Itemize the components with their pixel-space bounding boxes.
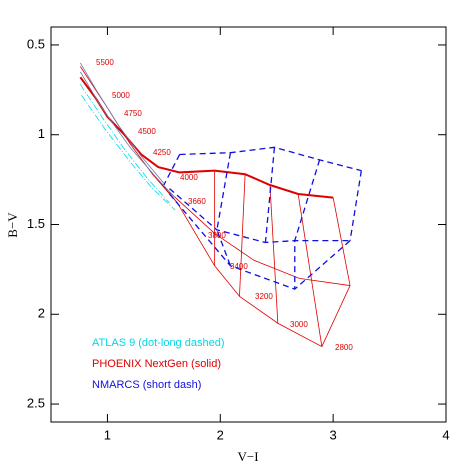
temperature-label: 3660 bbox=[188, 197, 206, 206]
model-line bbox=[264, 147, 276, 243]
model-line bbox=[80, 84, 170, 204]
temperature-label: 3000 bbox=[290, 320, 308, 329]
y-tick-label: 2.5 bbox=[27, 395, 45, 410]
model-line bbox=[294, 159, 321, 290]
model-line bbox=[216, 152, 232, 267]
temperature-label: 4000 bbox=[180, 173, 198, 182]
legend-entry: ATLAS 9 (dot-long dashed) bbox=[92, 337, 224, 349]
temperature-label: 5500 bbox=[96, 58, 114, 67]
model-line bbox=[169, 193, 351, 290]
x-tick-label: 4 bbox=[442, 427, 449, 442]
model-line bbox=[169, 188, 351, 244]
temperature-label: 4750 bbox=[124, 109, 142, 118]
legend-entry: PHOENIX NextGen (solid) bbox=[92, 358, 221, 370]
y-tick-label: 0.5 bbox=[27, 36, 45, 51]
model-line bbox=[79, 62, 165, 184]
y-axis-label: B−V bbox=[5, 212, 20, 238]
temperature-label: 3800 bbox=[208, 231, 226, 240]
model-line bbox=[297, 193, 323, 347]
temperature-label: 5000 bbox=[112, 91, 130, 100]
model-line bbox=[349, 170, 362, 241]
temperature-label: 3400 bbox=[230, 262, 248, 271]
x-tick-label: 2 bbox=[217, 427, 224, 442]
temperature-label: 2800 bbox=[335, 343, 353, 352]
y-tick-label: 2 bbox=[38, 306, 45, 321]
model-line bbox=[157, 179, 351, 348]
y-tick-label: 1.5 bbox=[27, 216, 45, 231]
model-line bbox=[163, 154, 181, 186]
x-tick-label: 3 bbox=[330, 427, 337, 442]
model-line bbox=[79, 71, 176, 198]
x-tick-label: 1 bbox=[104, 427, 111, 442]
model-line bbox=[239, 174, 246, 297]
model-line bbox=[269, 184, 279, 324]
model-line bbox=[81, 94, 176, 211]
legend-entry: NMARCS (short dash) bbox=[92, 379, 201, 391]
y-tick-label: 1 bbox=[38, 126, 45, 141]
x-axis-label: V−I bbox=[237, 449, 258, 464]
model-line bbox=[79, 76, 334, 199]
temperature-label: 4500 bbox=[138, 127, 156, 136]
model-line bbox=[169, 191, 351, 286]
model-line bbox=[179, 146, 362, 172]
temperature-label: 3200 bbox=[255, 292, 273, 301]
temperature-label: 4250 bbox=[153, 148, 171, 157]
